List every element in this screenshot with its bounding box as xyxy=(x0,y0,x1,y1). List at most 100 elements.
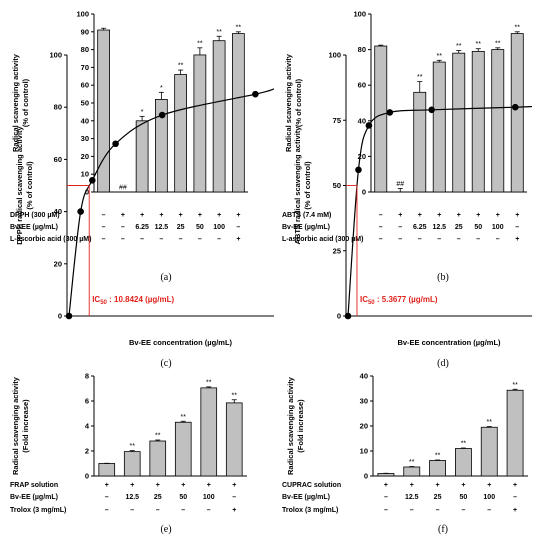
y-tick-label: 20 xyxy=(54,259,62,268)
condition-cell: + xyxy=(121,212,125,219)
condition-cell: – xyxy=(105,494,109,501)
ic50-label-value: : 5.3677 (µg/mL) xyxy=(375,295,438,304)
condition-row-label: Bv-EE (µg/mL) xyxy=(282,494,330,501)
condition-cell: 6.25 xyxy=(135,224,149,231)
condition-cell: – xyxy=(207,507,211,514)
data-point xyxy=(65,312,73,320)
y-tick-label: 100 xyxy=(49,51,62,60)
bar xyxy=(432,61,446,193)
bar xyxy=(232,33,245,193)
condition-cell: 25 xyxy=(434,494,442,501)
significance-mark: ** xyxy=(178,63,184,70)
bar xyxy=(452,52,466,193)
condition-cell: – xyxy=(232,494,236,501)
y-tick-label: 60 xyxy=(358,81,366,90)
significance-mark: ** xyxy=(495,40,501,47)
bar xyxy=(97,29,110,193)
significance-mark: ** xyxy=(181,414,187,421)
condition-cell: + xyxy=(217,212,221,219)
condition-cell: 6.25 xyxy=(413,224,427,231)
y-axis-title: Radical scavenging activity xyxy=(11,53,20,152)
chart-f: 0 10 20 30 40 Radical scavenging activity (Fol… xyxy=(282,372,528,535)
condition-cell: – xyxy=(130,507,134,514)
data-point xyxy=(344,312,352,320)
condition-cell: 100 xyxy=(213,224,225,231)
condition-cell: – xyxy=(398,236,402,243)
significance-mark: ## xyxy=(119,185,127,192)
condition-cell: – xyxy=(159,236,163,243)
condition-cell: – xyxy=(461,507,465,514)
bar xyxy=(510,33,524,193)
ic50-label-value: : 10.8424 (µg/mL) xyxy=(107,295,175,304)
y-axis-title: ABTS radical scavenging activity xyxy=(293,126,302,245)
significance-mark: ** xyxy=(476,41,482,48)
significance-mark: ** xyxy=(409,459,415,466)
ic50-label-sub: 50 xyxy=(368,300,375,306)
panel-label: (d) xyxy=(437,358,449,369)
condition-cell: – xyxy=(379,224,383,231)
condition-cell: – xyxy=(179,236,183,243)
bar xyxy=(200,387,218,477)
condition-row-label: Bv-EE (µg/mL) xyxy=(10,494,58,501)
condition-cell: – xyxy=(437,236,441,243)
data-point xyxy=(365,122,373,129)
y-axis-title: Radical scavenging activity xyxy=(286,376,295,475)
y-axis-title: Radical scavenging activity xyxy=(284,53,293,152)
panel-label: (e) xyxy=(160,524,171,535)
condition-cell: – xyxy=(410,507,414,514)
condition-cell: + xyxy=(159,212,163,219)
condition-cell: 50 xyxy=(179,494,187,501)
y-tick-label: 0 xyxy=(337,312,341,321)
y-tick-label: 80 xyxy=(81,45,89,54)
condition-cell: 25 xyxy=(177,224,185,231)
y-tick-label: 50 xyxy=(81,99,89,108)
ic50-label-prefix: IC xyxy=(360,295,368,304)
y-tick-label: 6 xyxy=(85,397,89,406)
y-tick-label: 20 xyxy=(81,152,89,161)
condition-cell: 12.5 xyxy=(432,224,446,231)
condition-cell: 100 xyxy=(492,224,504,231)
condition-cell: 100 xyxy=(483,494,495,501)
y-tick-label: 90 xyxy=(81,27,89,36)
y-tick-label: 0 xyxy=(85,188,89,197)
ic50-label-prefix: IC xyxy=(92,295,100,304)
condition-cell: + xyxy=(461,482,465,489)
condition-cell: + xyxy=(130,482,134,489)
y-tick-label: 60 xyxy=(54,155,62,164)
ic50-label: IC50 : 10.8424 (µg/mL) xyxy=(92,295,174,306)
condition-cell: – xyxy=(198,236,202,243)
condition-cell: 12.5 xyxy=(405,494,419,501)
condition-cell: – xyxy=(418,236,422,243)
condition-row-label: CUPRAC solution xyxy=(282,482,341,489)
condition-cell: + xyxy=(515,236,519,243)
condition-cell: + xyxy=(513,507,517,514)
bar xyxy=(377,473,395,477)
condition-cell: – xyxy=(102,212,106,219)
condition-row-label: DPPH (300 µM) xyxy=(10,212,60,219)
chart-e: 0 2 4 6 8 Radical scavenging activity (Fold in… xyxy=(10,372,247,535)
significance-mark: ** xyxy=(155,433,161,440)
y-tick-label: 75 xyxy=(333,116,341,125)
y-tick-label: 0 xyxy=(85,472,89,481)
y-axis-title-2: (% of control) xyxy=(21,78,30,127)
condition-cell: – xyxy=(217,236,221,243)
bar xyxy=(506,389,524,477)
condition-cell: – xyxy=(384,494,388,501)
bar xyxy=(98,463,116,477)
condition-cell: + xyxy=(384,482,388,489)
y-tick-label: 20 xyxy=(358,152,366,161)
bar xyxy=(480,426,498,477)
condition-row-label: Bv-EE (µg/mL) xyxy=(282,224,330,231)
data-point xyxy=(88,176,96,184)
y-axis-title-2: (% of control) xyxy=(294,78,303,127)
significance-mark: ** xyxy=(456,43,462,50)
significance-mark: ** xyxy=(232,392,238,399)
y-tick-label: 80 xyxy=(54,103,62,112)
y-tick-label: 8 xyxy=(85,372,89,381)
bar xyxy=(471,50,485,193)
data-point xyxy=(355,166,362,174)
y-tick-label: 50 xyxy=(333,181,341,190)
y-axis-title-2: (Fold increase) xyxy=(21,399,30,453)
y-tick-label: 40 xyxy=(81,116,89,125)
data-point xyxy=(112,140,119,148)
